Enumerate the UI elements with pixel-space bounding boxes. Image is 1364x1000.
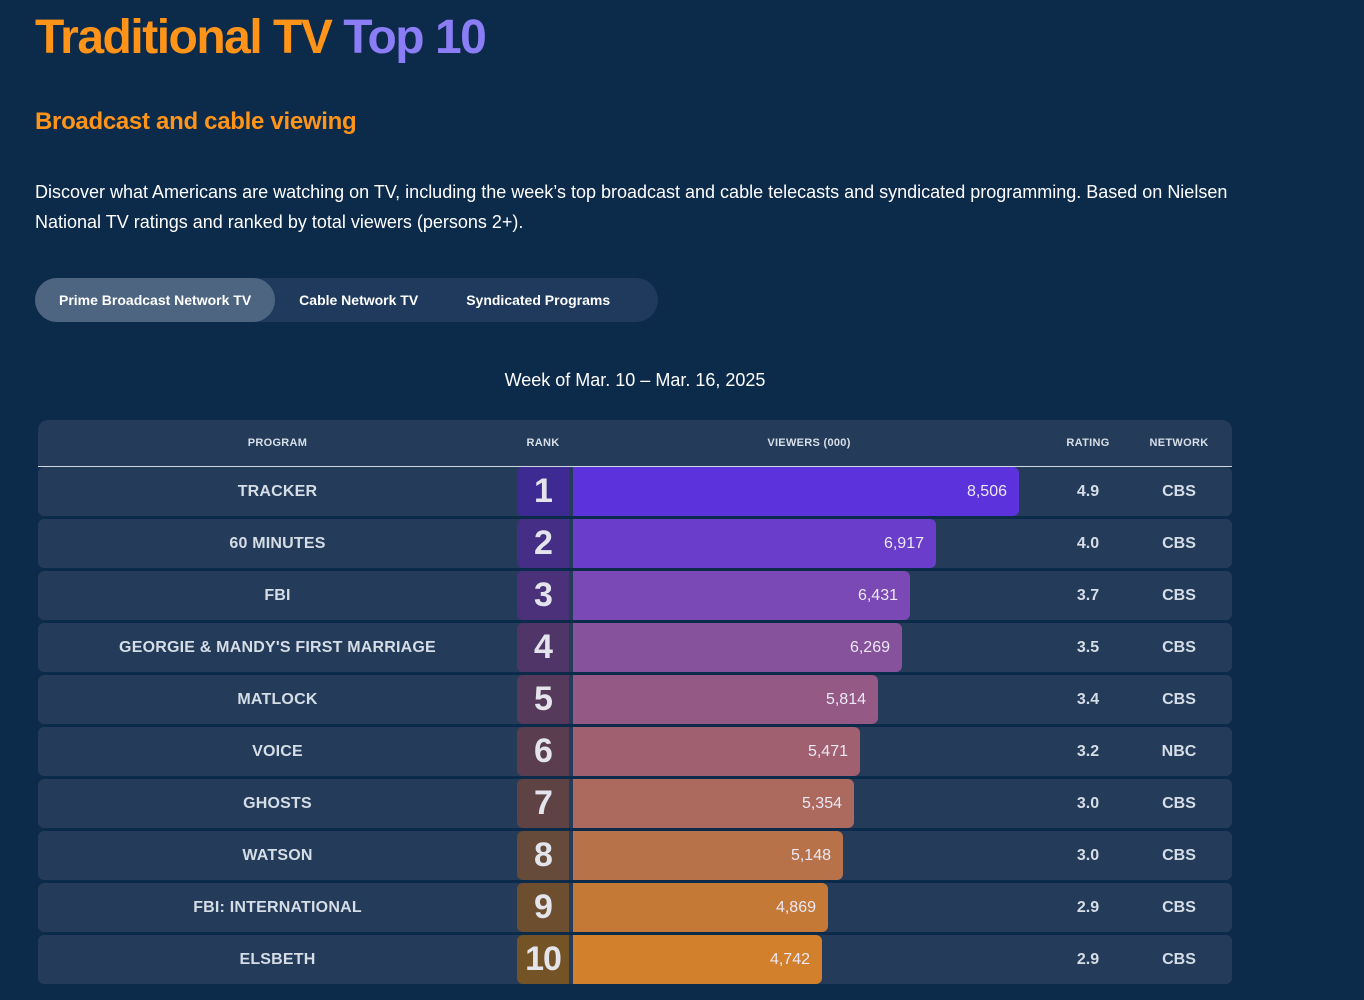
page-subtitle: Broadcast and cable viewing bbox=[35, 108, 357, 135]
network-name: CBS bbox=[1162, 951, 1196, 968]
tab-cable-network[interactable]: Cable Network TV bbox=[299, 292, 419, 308]
rating-value: 3.4 bbox=[1076, 691, 1100, 708]
header-program: PROGRAM bbox=[247, 437, 308, 449]
rank-number: 9 bbox=[517, 883, 569, 932]
table-row: TRACKER 1 8,506 4.9 CBS bbox=[38, 467, 1232, 516]
table-row: MATLOCK 5 5,814 3.4 CBS bbox=[38, 675, 1232, 724]
viewers-bar: 4,869 bbox=[573, 883, 828, 932]
network-name: CBS bbox=[1162, 639, 1196, 656]
viewers-bar: 8,506 bbox=[573, 467, 1019, 516]
rank-number: 10 bbox=[517, 935, 569, 984]
viewers-bar: 5,354 bbox=[573, 779, 854, 828]
page-title-part1: Traditional TV bbox=[35, 11, 333, 64]
rank-number: 4 bbox=[517, 623, 569, 672]
rank-number: 8 bbox=[517, 831, 569, 880]
rank-number: 7 bbox=[517, 779, 569, 828]
program-name: ELSBETH bbox=[239, 951, 316, 968]
table-body: TRACKER 1 8,506 4.9 CBS 60 MINUTES 2 6,9… bbox=[38, 467, 1232, 984]
header-rating: RATING bbox=[1066, 437, 1110, 449]
rating-value: 2.9 bbox=[1076, 951, 1100, 968]
rank-number: 5 bbox=[517, 675, 569, 724]
network-name: CBS bbox=[1162, 587, 1196, 604]
table-row: ELSBETH 10 4,742 2.9 CBS bbox=[38, 935, 1232, 984]
viewers-bar: 5,814 bbox=[573, 675, 878, 724]
rating-value: 2.9 bbox=[1076, 899, 1100, 916]
network-name: CBS bbox=[1162, 535, 1196, 552]
rating-value: 4.9 bbox=[1076, 483, 1100, 500]
viewers-bar: 6,431 bbox=[573, 571, 910, 620]
program-name: 60 MINUTES bbox=[229, 535, 326, 552]
network-name: NBC bbox=[1161, 743, 1197, 760]
program-name: VOICE bbox=[252, 743, 303, 760]
rating-value: 3.2 bbox=[1076, 743, 1100, 760]
table-row: FBI 3 6,431 3.7 CBS bbox=[38, 571, 1232, 620]
program-name: TRACKER bbox=[237, 483, 318, 500]
program-name: FBI: INTERNATIONAL bbox=[193, 899, 362, 916]
rating-value: 3.7 bbox=[1076, 587, 1100, 604]
rating-value: 3.0 bbox=[1076, 795, 1100, 812]
viewers-bar: 6,917 bbox=[573, 519, 936, 568]
page-title-part2: Top 10 bbox=[343, 11, 487, 64]
table-row: WATSON 8 5,148 3.0 CBS bbox=[38, 831, 1232, 880]
program-name: FBI bbox=[264, 587, 291, 604]
viewers-bar: 5,471 bbox=[573, 727, 860, 776]
viewers-bar: 4,742 bbox=[573, 935, 822, 984]
network-name: CBS bbox=[1162, 899, 1196, 916]
network-name: CBS bbox=[1162, 847, 1196, 864]
rank-number: 1 bbox=[517, 467, 569, 516]
viewers-bar: 5,148 bbox=[573, 831, 843, 880]
header-network: NETWORK bbox=[1149, 437, 1209, 449]
view-tabs: Prime Broadcast Network TV Cable Network… bbox=[35, 278, 659, 322]
rank-number: 6 bbox=[517, 727, 569, 776]
table-row: GEORGIE & MANDY'S FIRST MARRIAGE 4 6,269… bbox=[38, 623, 1232, 672]
program-name: WATSON bbox=[242, 847, 313, 864]
table-row: GHOSTS 7 5,354 3.0 CBS bbox=[38, 779, 1232, 828]
program-name: MATLOCK bbox=[237, 691, 318, 708]
tab-syndicated-programs[interactable]: Syndicated Programs bbox=[466, 292, 611, 308]
rank-number: 2 bbox=[517, 519, 569, 568]
intro-text: Discover what Americans are watching on … bbox=[35, 182, 1228, 232]
viewers-bar: 6,269 bbox=[573, 623, 902, 672]
table-row: FBI: INTERNATIONAL 9 4,869 2.9 CBS bbox=[38, 883, 1232, 932]
rating-value: 3.0 bbox=[1076, 847, 1100, 864]
top10-table: PROGRAM RANK VIEWERS (000) RATING NETWOR… bbox=[38, 420, 1232, 984]
program-name: GEORGIE & MANDY'S FIRST MARRIAGE bbox=[119, 639, 436, 656]
table-row: VOICE 6 5,471 3.2 NBC bbox=[38, 727, 1232, 776]
week-label: Week of Mar. 10 – Mar. 16, 2025 bbox=[504, 370, 766, 390]
table-row: 60 MINUTES 2 6,917 4.0 CBS bbox=[38, 519, 1232, 568]
page-title: Traditional TV Top 10 bbox=[35, 8, 487, 68]
header-viewers: VIEWERS (000) bbox=[767, 437, 851, 449]
network-name: CBS bbox=[1162, 691, 1196, 708]
rating-value: 4.0 bbox=[1076, 535, 1100, 552]
program-name: GHOSTS bbox=[243, 795, 312, 812]
network-name: CBS bbox=[1162, 483, 1196, 500]
rating-value: 3.5 bbox=[1076, 639, 1100, 656]
tab-prime-broadcast[interactable]: Prime Broadcast Network TV bbox=[35, 278, 276, 322]
rank-number: 3 bbox=[517, 571, 569, 620]
network-name: CBS bbox=[1162, 795, 1196, 812]
header-rank: RANK bbox=[526, 437, 560, 449]
table-header: PROGRAM RANK VIEWERS (000) RATING NETWOR… bbox=[38, 420, 1232, 467]
